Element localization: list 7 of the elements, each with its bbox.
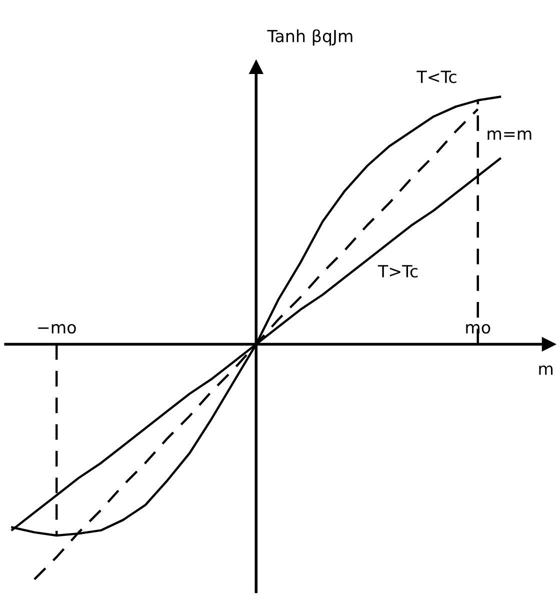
x-axis-title: m xyxy=(539,365,553,375)
series-label: T>Tc xyxy=(378,265,418,278)
x-tick-label: mo xyxy=(466,324,490,334)
series-label: T<Tc xyxy=(416,70,456,84)
series-label: m=m xyxy=(488,130,532,140)
x-tick-label: −mo xyxy=(38,324,76,334)
y-axis-title: Tanh βqJm xyxy=(267,29,352,46)
